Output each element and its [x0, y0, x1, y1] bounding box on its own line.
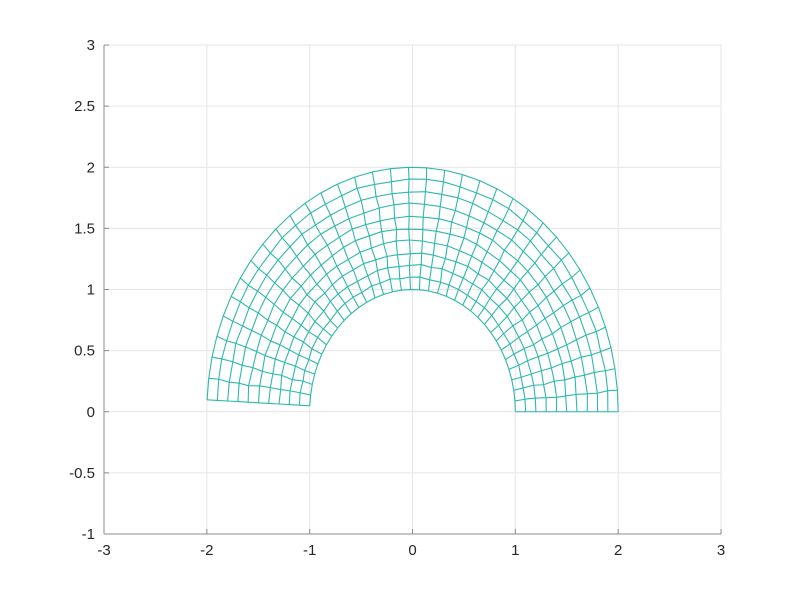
mesh-spoke-line [500, 287, 591, 351]
y-tick-label: 0 [87, 404, 95, 421]
mesh-spoke-line [511, 347, 612, 381]
x-tick-label: -3 [97, 542, 110, 559]
mesh-ring-line [206, 166, 619, 412]
x-tick-label: 0 [408, 542, 416, 559]
mesh-spoke-line [407, 167, 412, 290]
mesh-spoke-line [419, 167, 428, 290]
mesh-spoke-line [490, 252, 570, 333]
mesh-spoke-line [462, 198, 514, 306]
mesh-spoke-line [454, 188, 498, 301]
y-tick-label: 1.5 [74, 220, 95, 237]
mesh-spoke-line [222, 315, 319, 365]
mesh-spoke-line [445, 180, 481, 297]
mesh-ring-line [278, 252, 547, 412]
mesh-ring-line [216, 178, 609, 412]
y-tick-label: 0.5 [74, 343, 95, 360]
mesh-ring-line [247, 215, 578, 412]
tick-label-layer: -3 -2 -1 0 1 2 3 -1 -0.5 0 0.5 1 1.5 2 2.5 3 [69, 37, 725, 559]
mesh-spoke-line [239, 277, 327, 346]
mesh-spoke-line [428, 170, 446, 292]
mesh-spoke-line [371, 171, 393, 292]
mesh-ring-line [268, 239, 558, 412]
mesh-spoke-line [289, 215, 352, 314]
mesh-ring-line [257, 228, 568, 412]
mesh-spoke-line [389, 168, 402, 291]
mesh-spoke-line [484, 236, 557, 325]
mesh-spoke-line [508, 326, 606, 370]
x-tick-label: -1 [303, 542, 316, 559]
y-tick-label: 2.5 [74, 98, 95, 115]
mesh-spoke-line [436, 174, 463, 294]
mesh-ring-line [237, 202, 588, 412]
mesh-spoke-line [250, 260, 333, 337]
x-tick-label: -2 [200, 542, 213, 559]
mesh-spoke-line [477, 222, 544, 318]
mesh-spoke-line [207, 399, 310, 407]
mesh-spoke-line [514, 389, 618, 402]
mesh-spoke-line [211, 356, 313, 385]
mesh-ring-line [227, 191, 599, 412]
x-tick-label: 3 [717, 542, 725, 559]
mesh-spoke-line [304, 203, 360, 308]
mesh-spoke-line [354, 176, 385, 295]
axis-box [103, 44, 722, 535]
y-tick-label: 2 [87, 159, 95, 176]
mesh-spoke-line [336, 183, 376, 299]
mesh-spoke-line [505, 306, 599, 360]
mesh-spoke-line [469, 209, 529, 312]
y-tick-label: -1 [82, 526, 95, 543]
x-tick-label: 1 [511, 542, 519, 559]
mesh-spoke-line [275, 228, 345, 321]
half-annulus-mesh [206, 166, 619, 413]
y-tick-label: -0.5 [69, 465, 95, 482]
y-tick-label: 1 [87, 282, 95, 299]
mesh-spoke-line [230, 296, 323, 355]
x-tick-label: 2 [614, 542, 622, 559]
mesh-ring-line [288, 264, 537, 412]
mesh-ring-line [298, 276, 527, 412]
mesh-spoke-line [216, 335, 315, 375]
mesh-spoke-line [262, 243, 339, 329]
mesh-spoke-line [208, 377, 311, 396]
y-tick-label: 3 [87, 37, 95, 54]
mesh-ring-line [309, 288, 516, 412]
mesh-spoke-line [320, 192, 368, 303]
mesh-spoke-line [495, 269, 581, 342]
mesh-spoke-line [513, 368, 616, 391]
